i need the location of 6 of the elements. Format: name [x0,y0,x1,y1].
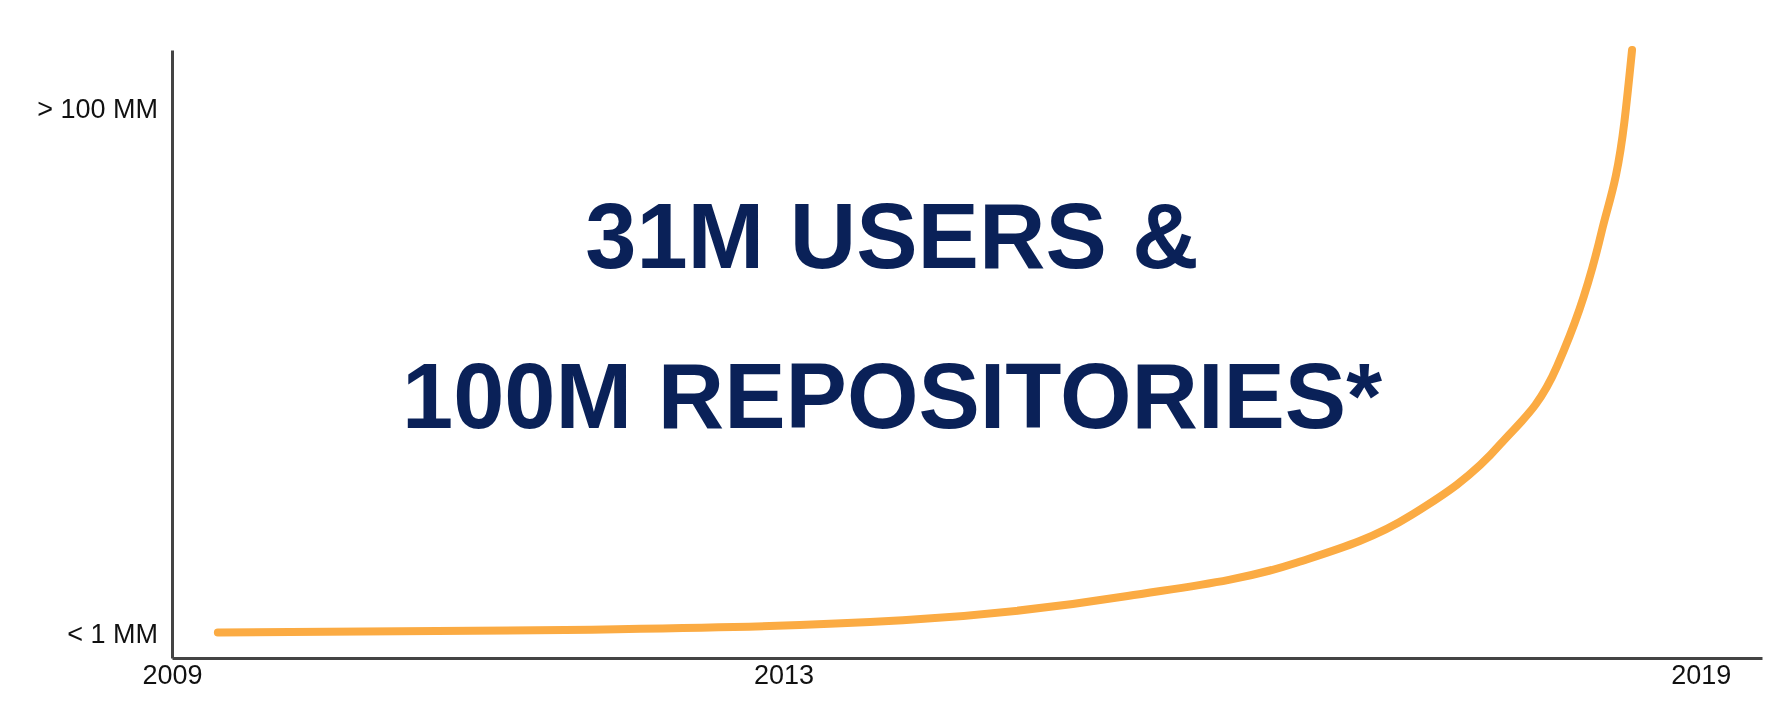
text: > 100 MM [37,94,158,124]
x-tick-label: 2013 [754,659,815,690]
text: < 1 MM [67,619,158,649]
x-tick-label: 2019 [1671,659,1732,690]
x-tick-label: 2009 [142,659,203,690]
annotation: 31M USERS & 100M REPOSITORIES* [402,185,1383,447]
